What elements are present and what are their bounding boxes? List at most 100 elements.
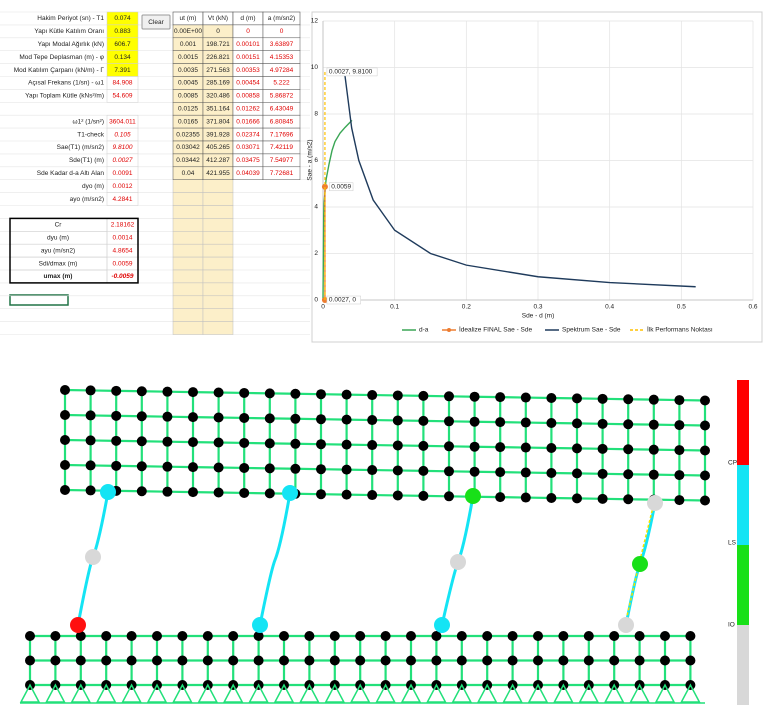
node [290,413,301,424]
node [111,385,122,396]
node [188,387,198,398]
node [380,655,391,666]
node [264,438,275,449]
node [85,410,96,421]
support [248,683,269,703]
node [469,391,480,402]
node [406,655,416,666]
support [451,683,473,703]
state-label: CP [728,460,737,467]
node [572,493,582,504]
node [700,470,710,481]
node [316,414,326,425]
table-value: 0.01666 [236,118,260,125]
node [674,395,685,406]
node [392,490,403,501]
node [239,487,250,498]
node [188,487,198,498]
empty-cell [202,295,234,309]
param-label: Açısal Frekans (1/sn) - ω1 [28,80,104,87]
table-value: 0 [246,28,250,35]
param-label: Yapı Toplam Kütle (kNs²/m) [25,93,104,100]
node [444,441,454,452]
node [85,385,96,396]
param-label: Cr [55,222,63,229]
param-value: 0.105 [114,131,131,138]
result-box [9,217,139,284]
node [367,490,378,501]
param-value: -0.0059 [111,273,133,280]
column-header: ut (m) [180,15,197,22]
node [558,655,569,666]
node [85,435,96,446]
table-value: 0.0125 [178,105,198,112]
x-tick-label: 0 [321,304,325,311]
param-label: T1-check [77,131,104,138]
support [400,683,422,703]
plastic-hinge [434,617,450,633]
node [316,389,326,400]
node [177,655,188,666]
node [392,390,403,401]
x-tick-label: 0.1 [390,304,399,311]
node [469,466,480,477]
empty-cell [202,218,234,232]
param-value: 9.8100 [113,144,133,151]
node [648,419,659,430]
chart-frame [311,11,763,343]
node [495,492,506,503]
support [603,683,625,703]
table-value: 7.72681 [270,170,294,177]
node [341,414,352,425]
node [495,417,506,428]
y-tick-label: 10 [311,64,319,71]
support [680,683,701,703]
table-value: 285.169 [206,80,230,87]
param-label: ayo (m/sn2) [70,196,104,203]
column-header: Vt (kN) [208,15,228,22]
param-value: 3604.011 [109,118,136,125]
table-value: 4.15353 [270,54,294,61]
node [674,420,685,431]
plastic-hinge [450,554,466,570]
node [177,631,188,641]
param-value: 84.908 [113,80,133,87]
node [228,631,239,641]
y-tick-label: 4 [314,204,318,211]
table-value: 371.804 [206,118,230,125]
table-value: 0.04039 [236,170,260,177]
empty-cell [172,308,204,322]
empty-cell [172,231,204,245]
param-label: Yapı Modal Ağırlık (kN) [38,41,104,48]
clear-button-label[interactable]: Clear [148,19,164,26]
table-value: 271.563 [206,67,230,74]
empty-cell [202,269,234,284]
node [685,655,696,666]
node [367,415,378,426]
selected-cell [9,294,69,306]
table-value: 0.03071 [236,144,260,151]
param-label: dyu (m) [47,234,69,241]
node [213,437,224,448]
node [101,655,112,666]
table-value: 351.164 [206,105,230,112]
node [60,435,70,445]
empty-cell [202,321,234,335]
series-line [343,71,696,288]
node [623,469,634,480]
clear-button[interactable] [141,14,171,30]
empty-cell [172,218,204,232]
param-label: umax (m) [44,273,73,280]
node [700,445,710,456]
table-value: 405.265 [206,144,230,151]
node [546,392,557,403]
node [482,631,493,641]
table-value: 0.0045 [178,80,198,87]
plastic-hinge [85,549,101,565]
node [126,655,137,666]
annotation: 0.0027, 9.8100 [329,69,373,76]
node [367,465,378,476]
node [126,631,137,641]
node [279,655,289,666]
table-value: 7.17696 [270,131,294,138]
